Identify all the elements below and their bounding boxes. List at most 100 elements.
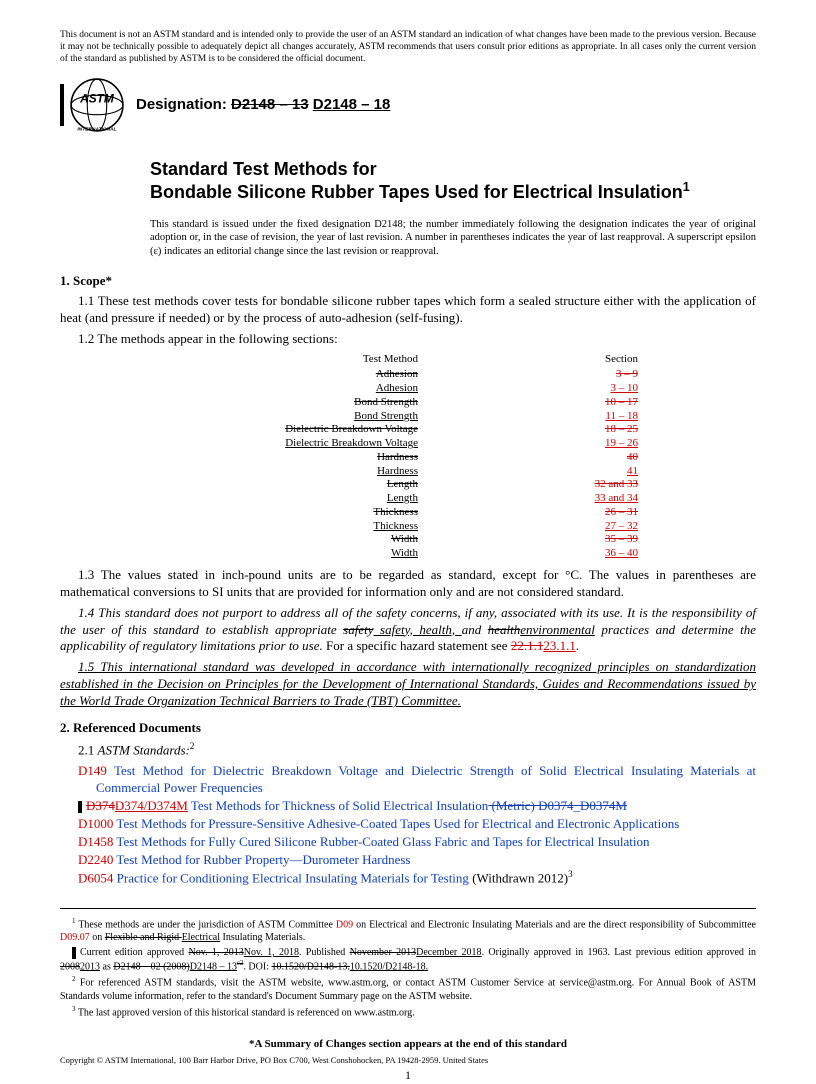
method-section: 41 bbox=[627, 465, 638, 477]
ref-d149: D149 Test Method for Dielectric Breakdow… bbox=[78, 763, 756, 797]
copyright-line: Copyright © ASTM International, 100 Barr… bbox=[60, 1055, 756, 1066]
fn1b-doinew: 10.1520/D2148-18. bbox=[350, 961, 428, 972]
ref-code[interactable]: D2240 bbox=[78, 852, 113, 867]
title-block: Standard Test Methods for Bondable Silic… bbox=[150, 158, 756, 259]
table-header-method: Test Method bbox=[178, 352, 418, 366]
table-row: Width 36 – 40 bbox=[178, 547, 638, 561]
para-2-1-num: 2.1 bbox=[78, 742, 98, 757]
fn1-d: Insulating Materials. bbox=[220, 932, 305, 943]
table-row: Adhesion 3 – 9 bbox=[178, 368, 638, 382]
ref-title[interactable]: Test Method for Rubber Property—Duromete… bbox=[113, 852, 410, 867]
method-name: Adhesion bbox=[376, 368, 418, 380]
ref-d1000: D1000 Test Methods for Pressure-Sensitiv… bbox=[78, 816, 756, 833]
ref-code[interactable]: D149 bbox=[78, 763, 107, 778]
para-1-2: 1.2 The methods appear in the following … bbox=[60, 331, 756, 348]
fn1-link-d0907[interactable]: D09.07 bbox=[60, 932, 90, 943]
table-row: Thickness 26 – 31 bbox=[178, 506, 638, 520]
ref-title[interactable]: Test Methods for Thickness of Solid Elec… bbox=[188, 798, 488, 813]
para-1-4-strike1: safety bbox=[343, 622, 373, 637]
para-1-4-refnew: 23.1.1 bbox=[543, 638, 576, 653]
fn1b-c: . Originally approved in 1963. Last prev… bbox=[482, 947, 756, 958]
method-section: 27 – 32 bbox=[605, 520, 638, 532]
ref-code[interactable]: D1458 bbox=[78, 834, 113, 849]
para-1-4-dot: . bbox=[576, 638, 579, 653]
method-name: Length bbox=[387, 478, 418, 490]
para-1-4: 1.4 This standard does not purport to ad… bbox=[60, 605, 756, 656]
method-section: 35 – 39 bbox=[605, 533, 638, 545]
fn1-c: on bbox=[90, 932, 105, 943]
footnote-3: 3 The last approved version of this hist… bbox=[60, 1005, 756, 1019]
para-1-4-refold: 22.1.1 bbox=[511, 638, 544, 653]
ref-code-new[interactable]: D374/D374M bbox=[115, 798, 188, 813]
designation-old: D2148 – 13 bbox=[231, 96, 309, 113]
fn1-new: Electrical bbox=[182, 932, 220, 943]
method-section: 26 – 31 bbox=[605, 506, 638, 518]
method-section: 3 – 10 bbox=[611, 382, 639, 394]
ref-tail-old: (Metric) D0374_D0374M bbox=[488, 798, 627, 813]
astm-logo-icon: ASTM INTERNATIONAL bbox=[70, 78, 124, 132]
fn1b-n3: 2013 bbox=[80, 961, 100, 972]
ref-title[interactable]: Test Method for Dielectric Breakdown Vol… bbox=[96, 763, 756, 795]
table-row: Width 35 – 39 bbox=[178, 533, 638, 547]
table-header-section: Section bbox=[518, 352, 638, 366]
change-bar-icon bbox=[72, 947, 76, 959]
ref-code-old: D374 bbox=[86, 798, 115, 813]
method-name: Dielectric Breakdown Voltage bbox=[285, 437, 418, 449]
ref-d6054: D6054 Practice for Conditioning Electric… bbox=[78, 869, 756, 887]
header-row: ASTM INTERNATIONAL Designation: D2148 – … bbox=[60, 78, 756, 132]
svg-text:ASTM: ASTM bbox=[79, 91, 115, 105]
para-1-4-c: For a specific hazard statement see bbox=[323, 638, 511, 653]
method-name: Thickness bbox=[373, 506, 418, 518]
ref-title[interactable]: Test Methods for Fully Cured Silicone Ru… bbox=[113, 834, 649, 849]
fn1-a: These methods are under the jurisdiction… bbox=[76, 919, 336, 930]
designation-label: Designation: bbox=[136, 96, 231, 113]
fn1b-o1: Nov. 1, 2013 bbox=[189, 947, 244, 958]
table-row: Thickness 27 – 32 bbox=[178, 520, 638, 534]
methods-table: Test Method Section Adhesion 3 – 9Adhesio… bbox=[178, 352, 638, 561]
method-name: Hardness bbox=[377, 451, 418, 463]
designation-new: D2148 – 18 bbox=[313, 96, 391, 113]
footnote-2: 2 For referenced ASTM standards, visit t… bbox=[60, 975, 756, 1002]
para-1-5: 1.5 This international standard was deve… bbox=[60, 659, 756, 710]
ref-title[interactable]: Test Methods for Pressure-Sensitive Adhe… bbox=[113, 816, 679, 831]
footnotes: 1 These methods are under the jurisdicti… bbox=[60, 908, 756, 1019]
para-1-4-new1: safety, health, bbox=[373, 622, 461, 637]
table-row: Dielectric Breakdown Voltage 19 – 26 bbox=[178, 437, 638, 451]
table-row: Dielectric Breakdown Voltage 18 – 25 bbox=[178, 423, 638, 437]
page: This document is not an ASTM standard an… bbox=[0, 0, 816, 1056]
change-bar-icon bbox=[78, 801, 82, 813]
ref-d1458: D1458 Test Methods for Fully Cured Silic… bbox=[78, 834, 756, 851]
ref-code[interactable]: D6054 bbox=[78, 871, 113, 886]
para-1-4-and: and bbox=[462, 622, 488, 637]
footnote-1: 1 These methods are under the jurisdicti… bbox=[60, 917, 756, 944]
table-row: Length32 and 33 bbox=[178, 478, 638, 492]
method-section: 18 – 25 bbox=[605, 423, 638, 435]
para-1-1: 1.1 These test methods cover tests for b… bbox=[60, 293, 756, 327]
title-line-1: Standard Test Methods for bbox=[150, 159, 377, 179]
method-section: 33 and 34 bbox=[595, 492, 638, 504]
method-section: 40 bbox=[627, 451, 638, 463]
method-name: Width bbox=[391, 533, 418, 545]
fn1-link-d09[interactable]: D09 bbox=[336, 919, 353, 930]
fn1b-e: . DOI: bbox=[243, 961, 271, 972]
method-name: Width bbox=[391, 547, 418, 559]
ref-title[interactable]: Practice for Conditioning Electrical Ins… bbox=[113, 871, 469, 886]
method-name: Bond Strength bbox=[354, 410, 418, 422]
method-section: 36 – 40 bbox=[605, 547, 638, 559]
fn1b-n1: Nov. 1, 2018 bbox=[244, 947, 299, 958]
method-section: 19 – 26 bbox=[605, 437, 638, 449]
fn1-b: on Electrical and Electronic Insulating … bbox=[353, 919, 756, 930]
fn1b-b: . Published bbox=[299, 947, 350, 958]
referenced-documents-list: D149 Test Method for Dielectric Breakdow… bbox=[78, 763, 756, 888]
section-2-heading: 2. Referenced Documents bbox=[60, 720, 756, 737]
table-row: Hardness 41 bbox=[178, 465, 638, 479]
method-section: 3 – 9 bbox=[616, 368, 638, 380]
method-name: Thickness bbox=[373, 520, 418, 532]
svg-text:INTERNATIONAL: INTERNATIONAL bbox=[77, 126, 116, 132]
ref-code[interactable]: D1000 bbox=[78, 816, 113, 831]
method-name: Hardness bbox=[377, 465, 418, 477]
para-1-4-new2: environmental bbox=[520, 622, 595, 637]
method-name: Dielectric Breakdown Voltage bbox=[285, 423, 418, 435]
ref-d374: D374D374/D374M Test Methods for Thicknes… bbox=[78, 798, 756, 815]
method-section: 11 – 18 bbox=[605, 410, 638, 422]
